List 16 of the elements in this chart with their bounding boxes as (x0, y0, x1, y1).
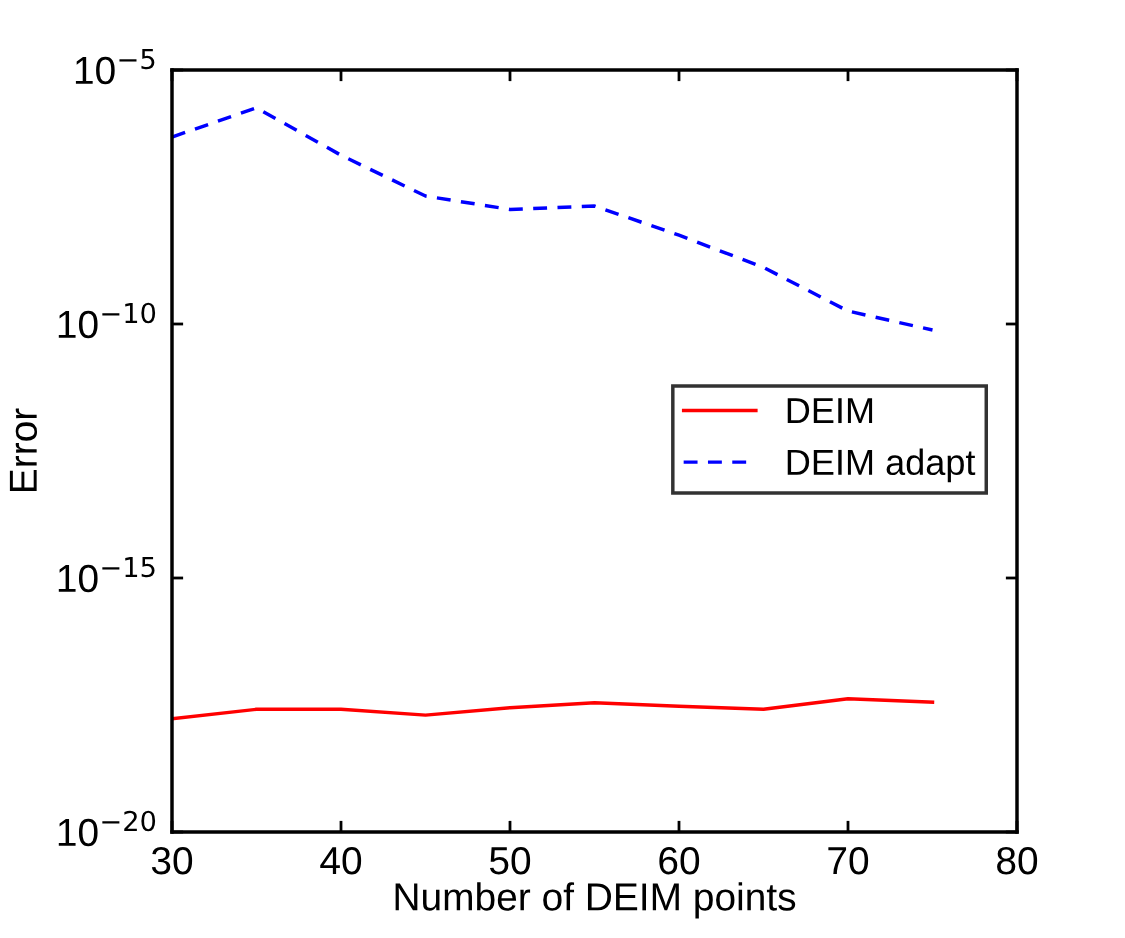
line-series (172, 106, 935, 332)
y-tick-label: 10$^{−10}$ (58, 302, 156, 339)
x-tick-label: 70 (828, 846, 869, 875)
x-axis-title: Number of DEIM points (395, 882, 796, 919)
legend-label: DEIM (787, 398, 873, 424)
x-tick-label: 30 (151, 846, 193, 875)
x-tick-label: 50 (489, 846, 531, 875)
y-tick-label: 10$^{−20}$ (58, 810, 156, 847)
legend-label: DEIM adapt (787, 448, 976, 483)
y-tick-label: 10$^{−5}$ (75, 49, 155, 85)
x-tick-label: 80 (997, 846, 1038, 875)
x-tick-label: 60 (659, 846, 700, 875)
x-tick-label: 40 (320, 846, 362, 875)
y-axis-title: Error (9, 408, 38, 492)
y-tick-label: 10$^{−15}$ (58, 557, 155, 593)
line-series (172, 697, 935, 721)
